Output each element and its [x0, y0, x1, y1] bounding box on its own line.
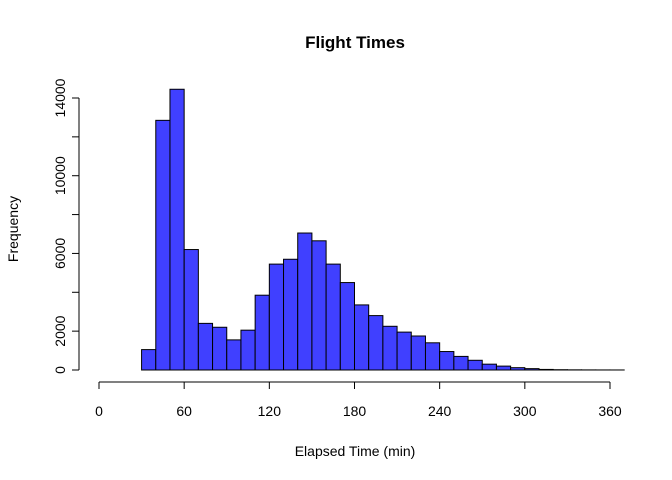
y-axis-label: Frequency: [5, 196, 21, 262]
histogram-bar: [453, 355, 469, 371]
histogram-bar: [396, 331, 412, 371]
x-tick-label: 120: [258, 403, 282, 419]
histogram-bar: [297, 232, 313, 371]
chart-title: Flight Times: [305, 33, 405, 52]
histogram-bar: [226, 339, 242, 371]
x-tick-label: 300: [513, 403, 537, 419]
x-tick-label: 360: [598, 403, 622, 419]
x-axis: 0 60 120 180 240 300 360: [95, 381, 622, 419]
histogram-bar: [354, 304, 370, 371]
x-tick-label: 0: [95, 403, 103, 419]
histogram-bar: [283, 258, 299, 371]
histogram-bar: [339, 282, 355, 371]
histogram-bar: [240, 329, 256, 371]
histogram-bar: [183, 249, 199, 371]
histogram-bar: [197, 322, 214, 371]
histogram-bar: [311, 240, 327, 371]
y-axis: 0 2000 6000 10000 14000: [52, 78, 80, 374]
histogram-bar: [268, 263, 285, 371]
histogram-bar: [382, 325, 398, 371]
histogram-bar: [212, 326, 228, 371]
histogram-bar: [141, 349, 157, 371]
y-tick-label: 2000: [52, 315, 68, 346]
y-tick-label: 10000: [52, 156, 68, 195]
histogram-bar: [538, 368, 554, 371]
histogram-bar: [254, 294, 270, 371]
histogram-bar: [155, 119, 171, 371]
histogram-bar: [510, 367, 526, 371]
histogram-bar: [481, 363, 497, 371]
histogram-bar: [169, 88, 185, 371]
bars-group: [141, 88, 625, 371]
histogram-bar: [325, 263, 341, 371]
y-tick-label: 14000: [52, 78, 68, 117]
histogram-bar: [368, 315, 384, 371]
histogram-bar: [439, 351, 455, 371]
y-tick-label: 6000: [52, 238, 68, 269]
histogram-bar: [410, 335, 426, 371]
x-tick-label: 180: [343, 403, 367, 419]
x-tick-label: 240: [428, 403, 452, 419]
x-axis-label: Elapsed Time (min): [295, 443, 416, 459]
histogram-bar: [495, 365, 512, 371]
histogram-bar: [524, 368, 540, 371]
x-tick-label: 60: [176, 403, 192, 419]
y-tick-label: 0: [52, 366, 68, 374]
histogram-bar: [424, 342, 441, 371]
histogram-bar: [467, 359, 483, 371]
